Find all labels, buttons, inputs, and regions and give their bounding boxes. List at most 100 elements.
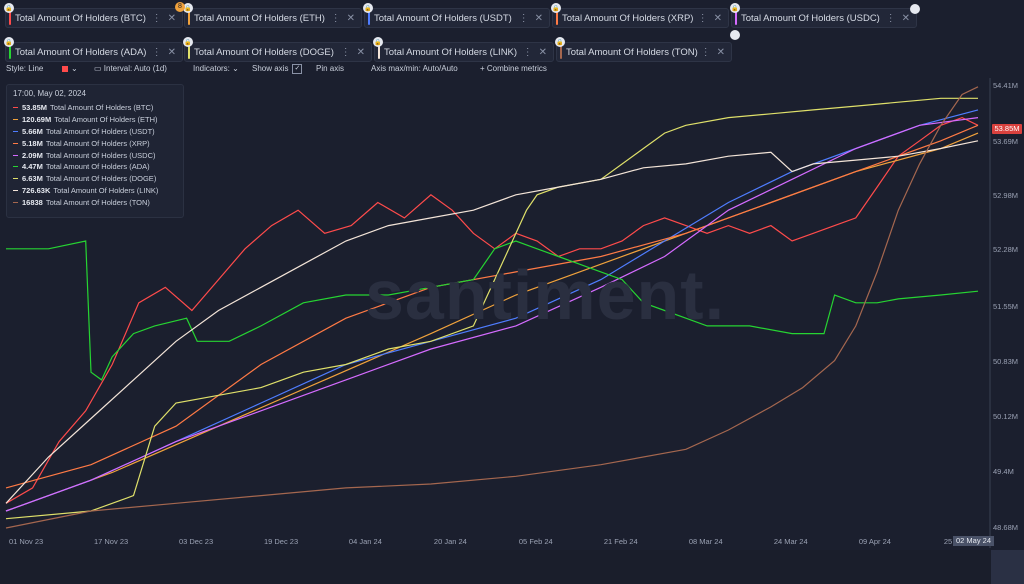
legend-label: Total Amount Of Holders (USDT) — [45, 126, 155, 136]
close-icon[interactable]: ✕ — [356, 46, 365, 58]
x-tick-label: 08 Mar 24 — [688, 537, 723, 546]
lock-icon[interactable]: 🔒 — [555, 37, 565, 47]
y-tick-label: 52.28M — [993, 245, 1019, 255]
series-line — [5, 117, 979, 512]
color-bar — [188, 45, 190, 59]
metric-tab[interactable]: Total Amount Of Holders (DOGE) ⋮ ✕ 🔒 — [183, 37, 372, 62]
metric-tab[interactable]: Total Amount Of Holders (LINK) ⋮ ✕ 🔒 — [373, 37, 554, 62]
series-line — [5, 140, 979, 504]
legend-line-icon — [13, 142, 18, 144]
more-icon[interactable]: ⋮ — [340, 46, 351, 58]
legend-item: 6.63M Total Amount Of Holders (DOGE) — [7, 173, 183, 185]
series-line — [5, 97, 978, 520]
legend-item: 5.18M Total Amount Of Holders (XRP) — [7, 137, 183, 149]
metric-tab-label: Total Amount Of Holders (XRP) — [562, 12, 694, 24]
close-icon[interactable]: ✕ — [901, 12, 910, 24]
metric-tab[interactable]: Total Amount Of Holders (ETH) ⋮ ✕ 🔒 — [183, 3, 362, 28]
more-icon[interactable]: ⋮ — [518, 12, 529, 24]
series-line — [5, 109, 979, 512]
metric-tab[interactable]: Total Amount Of Holders (BTC) ⋮ ✕ 🔒 — [4, 3, 183, 28]
chart-canvas[interactable] — [0, 78, 1024, 550]
interval-selector[interactable]: ▭ Interval: Auto (1d) — [94, 64, 167, 73]
more-icon[interactable]: ⋮ — [151, 12, 162, 24]
lock-icon[interactable]: 🔒 — [4, 3, 14, 13]
more-icon[interactable]: ⋮ — [151, 46, 162, 58]
legend-item: 2.09M Total Amount Of Holders (USDC) — [7, 149, 183, 161]
metric-tab[interactable]: Total Amount Of Holders (USDT) ⋮ ✕ 🔒 — [363, 3, 550, 28]
metric-tab[interactable]: Total Amount Of Holders (USDC) ⋮ ✕ 🔒 — [730, 3, 917, 28]
legend-tooltip: 17:00, May 02, 2024 53.85M Total Amount O… — [6, 84, 184, 218]
more-icon[interactable]: ⋮ — [700, 46, 711, 58]
more-icon[interactable]: ⋮ — [330, 12, 341, 24]
lock-icon[interactable]: 🔒 — [183, 37, 193, 47]
legend-value: 5.18M — [22, 138, 43, 148]
x-tick-label: 19 Dec 23 — [263, 537, 299, 546]
legend-item: 4.47M Total Amount Of Holders (ADA) — [7, 161, 183, 173]
lock-icon[interactable]: 🔒 — [4, 37, 14, 47]
watermark: santiment. — [365, 256, 726, 334]
y-tick-label: 53.69M — [993, 136, 1019, 146]
style-selector[interactable]: Style: Line — [6, 64, 44, 73]
y-tick-label: 48.68M — [993, 523, 1019, 532]
lock-icon[interactable]: 🔒 — [183, 3, 193, 13]
pin-axis-toggle[interactable]: Pin axis — [316, 64, 345, 73]
y-tick-label: 49.4M — [993, 467, 1014, 477]
more-icon[interactable]: ⋮ — [885, 12, 896, 24]
metric-tabs: Total Amount Of Holders (BTC) ⋮ ✕ 🔒 Total Am… — [0, 0, 1024, 62]
indicators-selector[interactable]: Indicators: ⌄ — [193, 64, 239, 73]
legend-item: 16838 Total Amount Of Holders (TON) — [7, 196, 183, 208]
legend-label: Total Amount Of Holders (ETH) — [54, 115, 158, 125]
metric-tab-label: Total Amount Of Holders (LINK) — [384, 46, 518, 58]
metric-tab-label: Total Amount Of Holders (ADA) — [15, 46, 147, 58]
checkbox-icon: ✓ — [292, 64, 303, 74]
show-axis-toggle[interactable]: Show axis ✓ — [252, 64, 303, 74]
legend-line-icon — [13, 119, 18, 121]
navigator-handle[interactable] — [991, 550, 1024, 584]
lock-icon[interactable]: 🔒 — [363, 3, 373, 13]
axis-max-min-selector[interactable]: Axis max/min: Auto/Auto — [371, 64, 458, 73]
chevron-down-icon: ⌄ — [232, 64, 239, 73]
combine-metrics-button[interactable]: + Combine metrics — [480, 64, 547, 73]
close-icon[interactable]: ✕ — [716, 46, 725, 58]
legend-line-icon — [13, 130, 18, 132]
legend-item: 726.63K Total Amount Of Holders (LINK) — [7, 185, 183, 197]
series-line — [5, 116, 979, 504]
lock-icon[interactable]: 🔒 — [730, 3, 740, 13]
color-bar — [9, 45, 11, 59]
close-icon[interactable]: ✕ — [538, 46, 547, 58]
close-icon[interactable]: ✕ — [713, 12, 722, 24]
color-selector[interactable]: ⌄ — [62, 64, 78, 73]
metric-tab[interactable]: Total Amount Of Holders (ADA) ⋮ ✕ 🔒 — [4, 37, 183, 62]
calendar-icon: ▭ — [94, 64, 104, 73]
close-icon[interactable]: ✕ — [167, 46, 176, 58]
metric-tab[interactable]: Total Amount Of Holders (TON) ⋮ ✕ 🔒 — [555, 37, 732, 62]
close-icon[interactable]: ✕ — [346, 12, 355, 24]
more-icon[interactable]: ⋮ — [522, 46, 533, 58]
legend-value: 5.66M — [22, 126, 43, 136]
color-bar — [556, 11, 558, 25]
lock-icon[interactable]: 🔒 — [373, 37, 383, 47]
more-icon[interactable]: ⋮ — [697, 12, 708, 24]
legend-item: 5.66M Total Amount Of Holders (USDT) — [7, 126, 183, 138]
metric-tab-label: Total Amount Of Holders (ETH) — [194, 12, 325, 24]
legend-label: Total Amount Of Holders (LINK) — [53, 185, 159, 195]
legend-line-icon — [13, 178, 18, 180]
lock-icon[interactable]: 🔒 — [551, 3, 561, 13]
x-tick-label: 01 Nov 23 — [9, 537, 44, 546]
lock-icon[interactable] — [730, 30, 740, 40]
metric-tab-label: Total Amount Of Holders (USDC) — [741, 12, 880, 24]
series-line — [5, 132, 979, 512]
legend-label: Total Amount Of Holders (DOGE) — [45, 174, 157, 184]
close-icon[interactable]: ✕ — [167, 12, 176, 24]
metric-tab[interactable]: Total Amount Of Holders (XRP) ⋮ ✕ 🔒 — [551, 3, 729, 28]
legend-line-icon — [13, 107, 18, 109]
x-tick-label: 24 Mar 24 — [773, 537, 808, 546]
close-icon[interactable]: ✕ — [534, 12, 543, 24]
legend-line-icon — [13, 166, 18, 168]
legend-label: Total Amount Of Holders (ADA) — [45, 162, 150, 172]
time-navigator[interactable] — [0, 550, 1024, 584]
current-date-tag: 02 May 24 — [953, 536, 995, 546]
metric-tab-label: Total Amount Of Holders (DOGE) — [194, 46, 334, 58]
lock-icon[interactable] — [910, 4, 920, 14]
x-tick-label: 17 Nov 23 — [93, 537, 129, 546]
